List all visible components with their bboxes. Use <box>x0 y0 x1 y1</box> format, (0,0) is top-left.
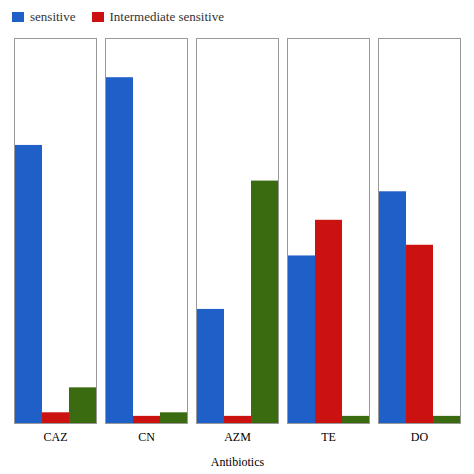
svg-text:CAZ: CAZ <box>44 430 68 444</box>
html-text:sensitive: sensitive <box>30 9 76 24</box>
svg-text:Antibiotics: Antibiotics <box>211 455 265 469</box>
html-text:Intermediate sensitive: Intermediate sensitive <box>109 9 224 24</box>
svg-text:TE: TE <box>321 430 336 444</box>
svg-text:AZM: AZM <box>224 430 251 444</box>
svg-text:DO: DO <box>411 430 429 444</box>
svg-text:CN: CN <box>138 430 155 444</box>
